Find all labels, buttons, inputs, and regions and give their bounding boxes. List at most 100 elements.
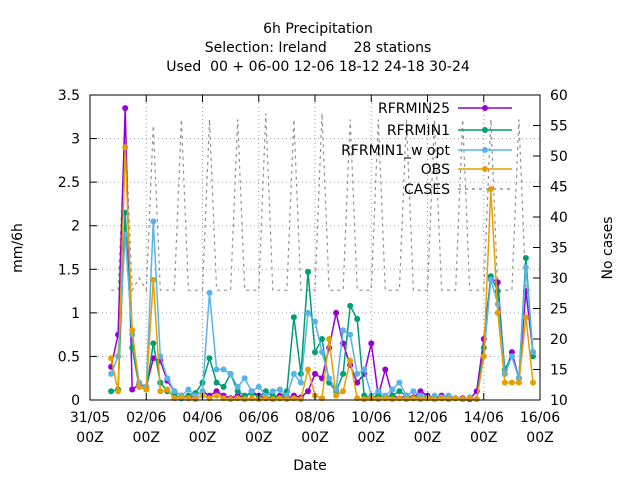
data-point (171, 388, 178, 395)
data-point (487, 276, 494, 283)
series-line (111, 113, 533, 293)
x-axis-label: Date (293, 458, 326, 474)
data-point (389, 396, 396, 403)
data-point (157, 388, 164, 395)
data-point (227, 396, 234, 403)
x-tick-labels: 31/05 00Z 02/06 00Z 04/06 00Z 06/06 00Z 08/06 00Z… (70, 410, 560, 446)
y-axis-label: mm/6h (10, 223, 26, 273)
data-point (241, 396, 248, 403)
data-point (248, 388, 255, 395)
legend-marker (482, 105, 488, 111)
y2-tick-label: 45 (550, 180, 568, 196)
data-point (234, 383, 241, 390)
series-line (110, 212, 534, 400)
data-point (445, 396, 452, 403)
y-tick-label: 3.5 (58, 88, 80, 104)
data-point (417, 388, 424, 395)
data-point (375, 396, 382, 403)
y2-tick-label: 25 (550, 302, 568, 318)
y2-tick-label: 10 (550, 393, 568, 409)
data-point (480, 353, 487, 360)
grid-lines (90, 95, 540, 400)
series-layer (108, 105, 536, 403)
x-tick-label: 00Z (358, 430, 385, 446)
data-point (241, 375, 248, 382)
x-tick-label: 00Z (301, 430, 328, 446)
data-point (276, 386, 283, 393)
y2-tick-label: 35 (550, 241, 568, 257)
legend-marker (482, 147, 488, 153)
y2-tick-label: 20 (550, 332, 568, 348)
data-point (361, 396, 368, 403)
series-line (110, 147, 534, 400)
x-tick-label: 12/06 (407, 410, 447, 426)
data-point (417, 396, 424, 403)
data-point (389, 386, 396, 393)
y-tick-label: 1.5 (58, 262, 80, 278)
chart-title-line-3: Used 00 + 06-00 12-06 18-12 24-18 30-24 (166, 59, 470, 75)
data-point (530, 379, 536, 386)
x-tick-label: 10/06 (351, 410, 391, 426)
data-point (473, 396, 480, 403)
x-tick-label: 06/06 (239, 410, 279, 426)
data-point (305, 309, 311, 316)
data-point (115, 388, 122, 395)
y-tick-label: 2 (71, 219, 80, 235)
data-point (297, 396, 304, 403)
data-point (206, 355, 213, 362)
x-tick-label: 04/06 (182, 410, 222, 426)
data-point (213, 388, 220, 395)
legend-label: RFRMIN1 (387, 123, 450, 139)
data-point (108, 355, 115, 362)
data-point (220, 383, 227, 390)
data-point (326, 336, 333, 342)
x-tick-label: 08/06 (295, 410, 335, 426)
x-tick-label: 00Z (470, 430, 497, 446)
x-tick-label: 00Z (189, 430, 216, 446)
data-point (115, 353, 122, 360)
x-tick-label: 14/06 (464, 410, 504, 426)
data-point (129, 327, 136, 334)
data-point (108, 370, 115, 377)
data-point (494, 309, 501, 316)
data-point (143, 386, 150, 393)
x-tick-label: 00Z (76, 430, 103, 446)
data-point (290, 370, 297, 377)
data-point (269, 396, 276, 403)
data-point (347, 302, 354, 309)
data-point (340, 388, 347, 395)
data-point (347, 357, 354, 364)
x-tick-label: 16/06 (520, 410, 560, 426)
data-point (178, 394, 185, 401)
data-point (185, 386, 192, 393)
legend-label: OBS (421, 162, 450, 178)
series-rfrmin1 (108, 209, 536, 403)
legend-marker (482, 166, 488, 172)
data-point (340, 370, 347, 377)
data-point (487, 186, 494, 193)
y2-tick-label: 60 (550, 88, 568, 104)
legend-label: RFRMIN1_w opt (341, 143, 450, 159)
data-point (431, 396, 438, 403)
y-tick-label: 2.5 (58, 175, 80, 191)
chart-title-line-1: 6h Precipitation (263, 21, 373, 37)
y-tick-label: 0 (71, 393, 80, 409)
data-point (508, 353, 515, 360)
x-tick-label: 00Z (133, 430, 160, 446)
y-tick-label: 1 (71, 306, 80, 322)
data-point (396, 379, 403, 386)
series-line (110, 108, 534, 400)
data-point (122, 105, 129, 112)
y2-tick-labels: 10 15 20 25 30 35 40 45 50 55 60 (550, 88, 568, 409)
data-point (164, 375, 171, 382)
data-point (354, 316, 361, 322)
data-point (290, 314, 297, 321)
data-point (530, 353, 536, 360)
data-point (213, 366, 220, 373)
data-point (522, 255, 529, 261)
data-point (326, 344, 333, 351)
x-tick-label: 00Z (245, 430, 272, 446)
data-point (333, 309, 340, 316)
data-point (347, 331, 354, 338)
